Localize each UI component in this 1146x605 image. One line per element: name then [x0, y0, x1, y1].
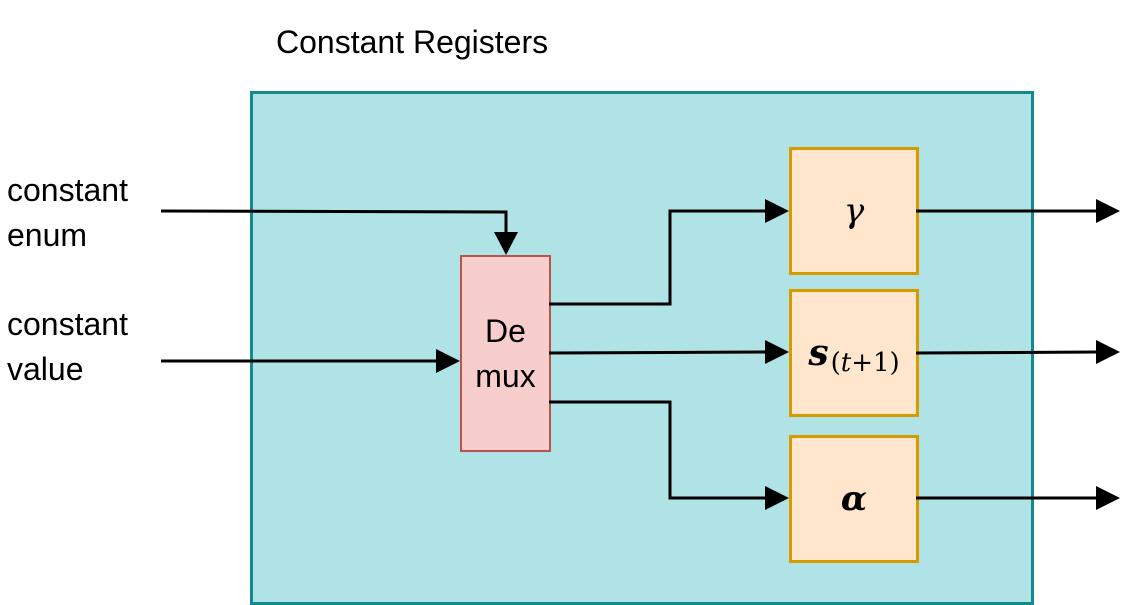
s-symbol: s: [808, 332, 829, 374]
demux-block: De mux: [460, 255, 551, 452]
s-subscript-var: t: [840, 348, 852, 378]
register-s-next: s (t+1): [789, 289, 919, 417]
input-label-line: constant: [7, 306, 128, 342]
s-subscript: (t+1): [831, 348, 900, 378]
demux-label-line: mux: [475, 357, 536, 394]
input-label-constant-enum: constant enum: [7, 168, 128, 258]
arrowhead-s-out: [1096, 340, 1120, 364]
arrowhead-gamma-out: [1096, 199, 1120, 223]
gamma-symbol: γ: [843, 191, 865, 231]
s-subscript-rest: +1): [851, 348, 900, 378]
s-subscript-open: (: [830, 348, 841, 378]
register-gamma: γ: [789, 147, 919, 275]
input-label-constant-value: constant value: [7, 302, 128, 392]
arrowhead-alpha-out: [1096, 486, 1120, 510]
input-label-line: constant: [7, 172, 128, 208]
alpha-symbol: α: [840, 479, 868, 519]
demux-label-line: De: [485, 312, 526, 349]
input-label-line: enum: [7, 217, 88, 253]
diagram-title: Constant Registers: [276, 24, 549, 60]
register-alpha: α: [789, 435, 919, 563]
input-label-line: value: [7, 351, 84, 387]
